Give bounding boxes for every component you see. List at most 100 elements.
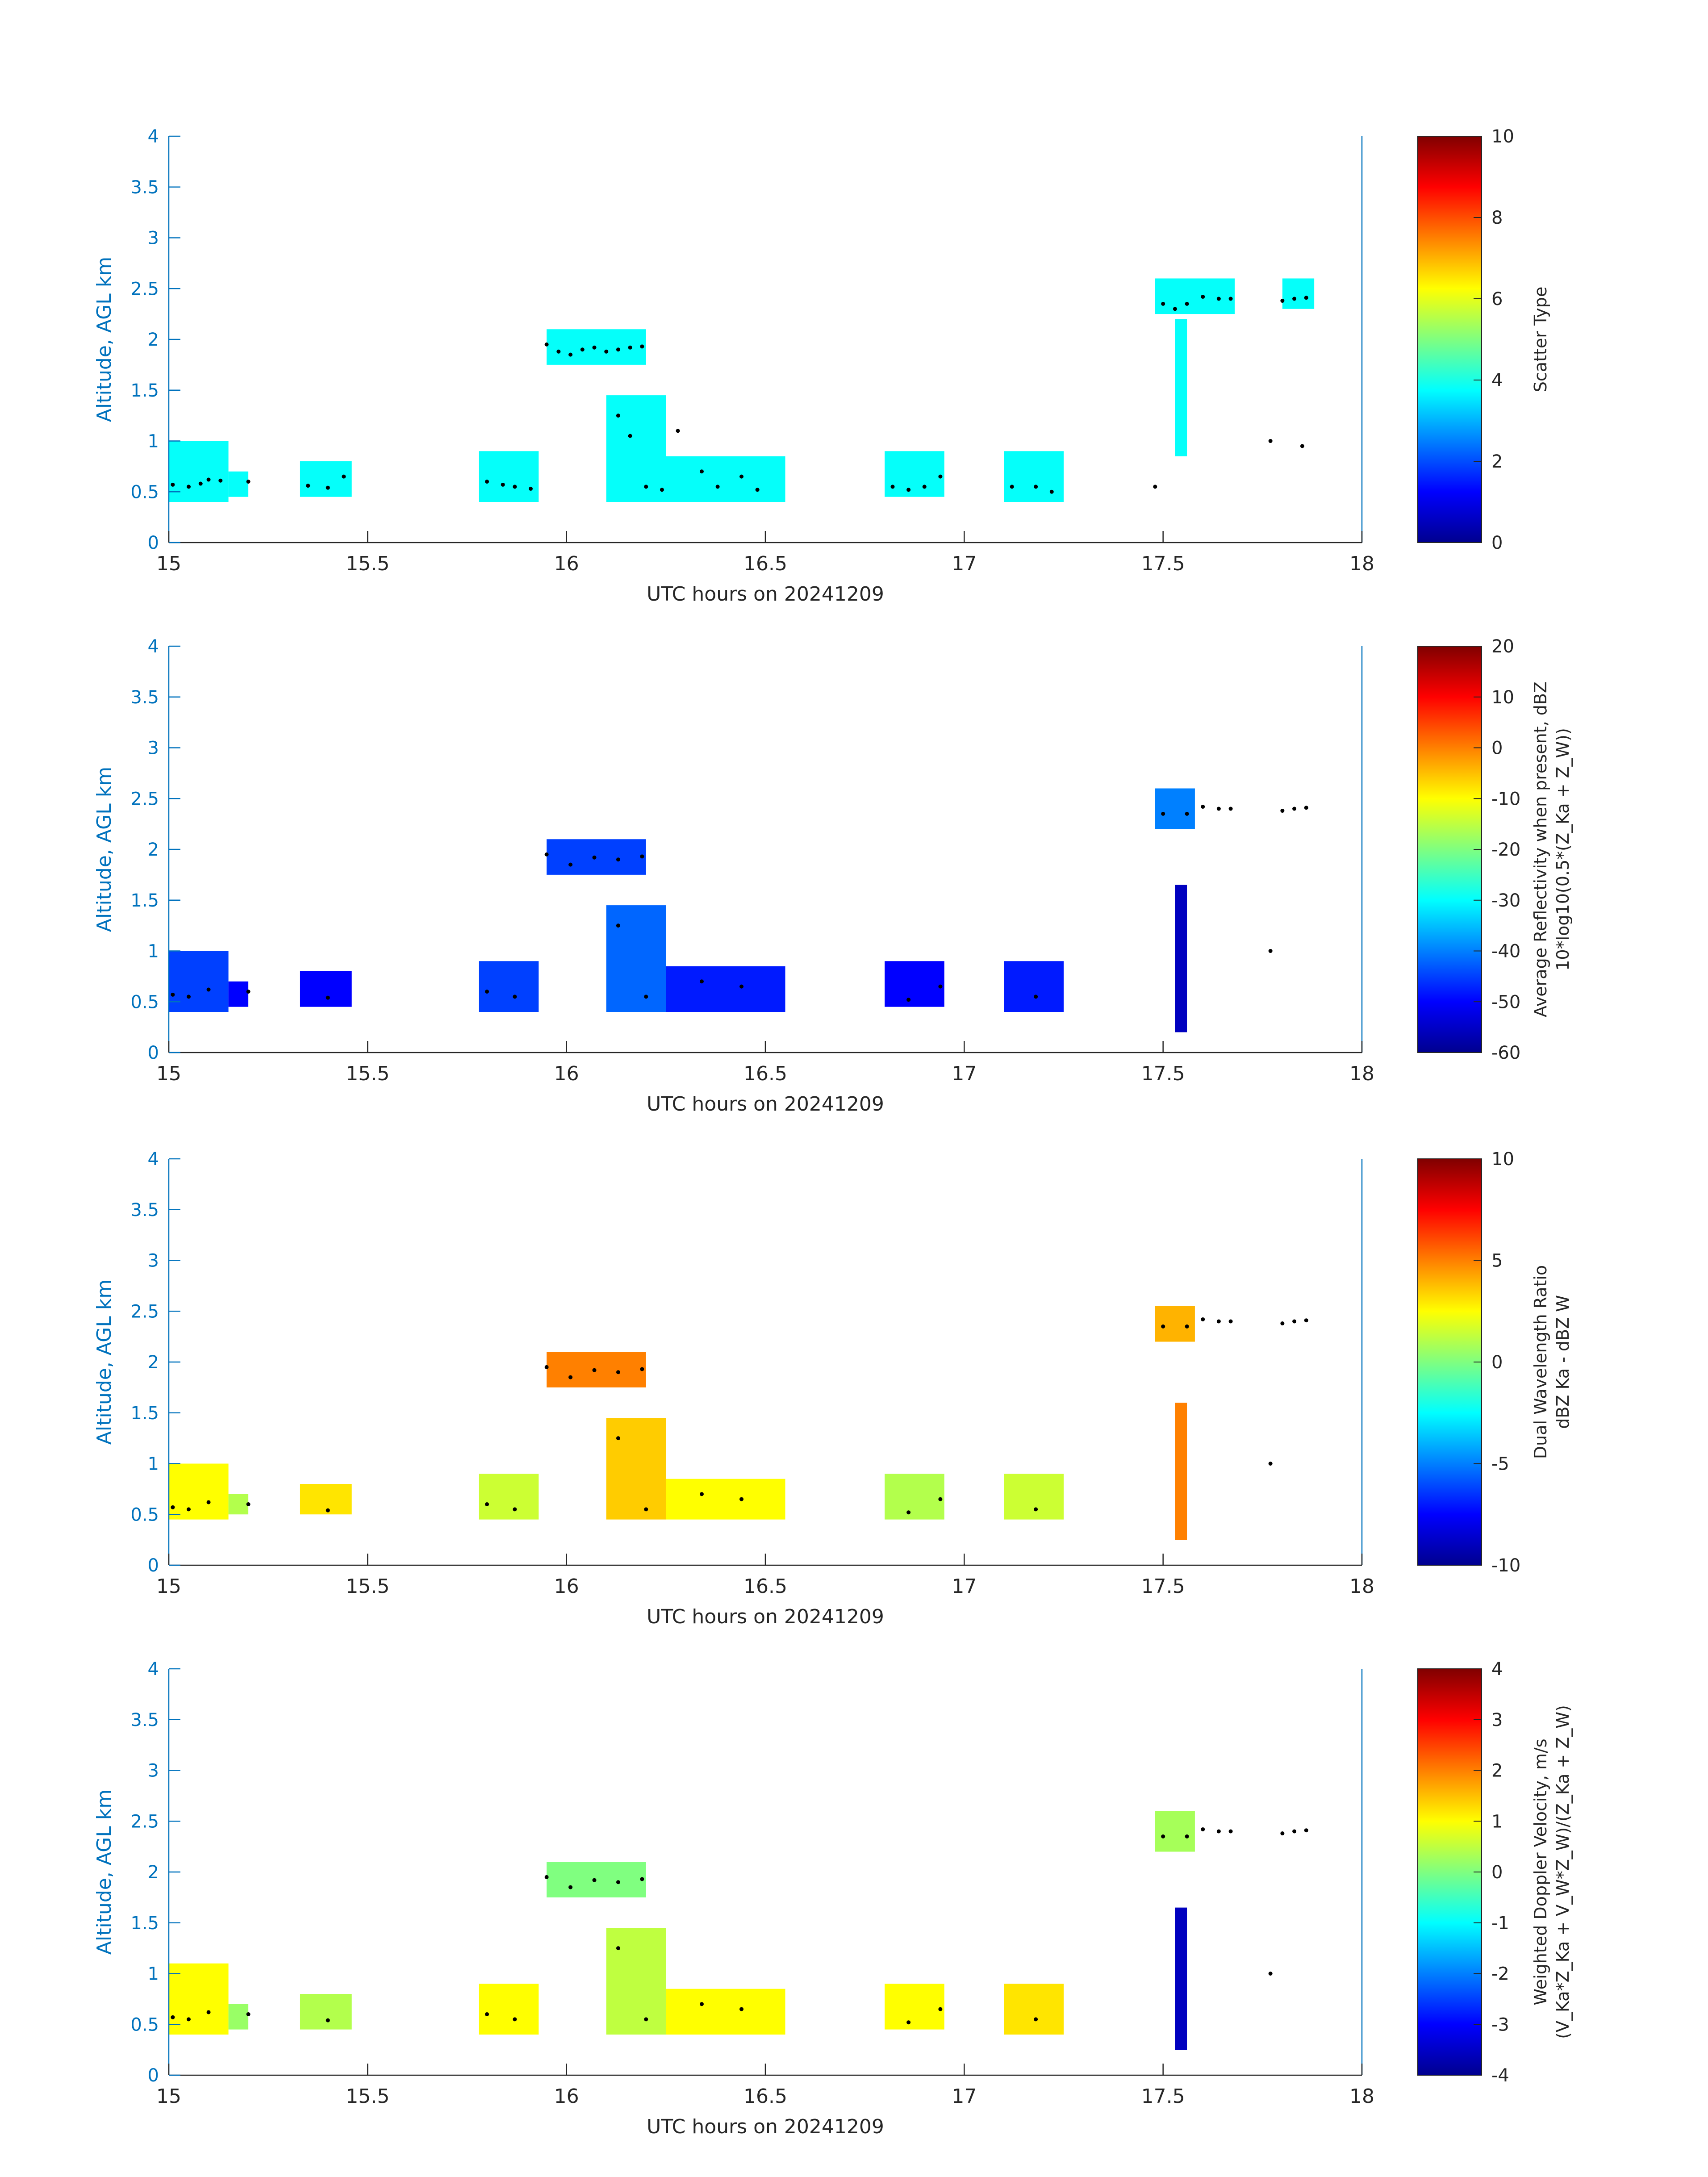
cloud-top-dot xyxy=(544,342,549,347)
colorbar-tick-label: 6 xyxy=(1491,289,1503,309)
cloud-top-dot xyxy=(1228,806,1233,811)
cloud-top-dot xyxy=(1228,1319,1233,1324)
x-tick-label: 18 xyxy=(1349,1575,1374,1598)
cloud-top-dot xyxy=(699,469,704,474)
cloud-top-dot xyxy=(1280,299,1285,303)
y-tick-label: 2 xyxy=(148,1862,159,1883)
y-tick-label: 0 xyxy=(148,1555,159,1576)
cloud-top-dot xyxy=(592,855,597,860)
x-tick-label: 18 xyxy=(1349,1062,1374,1085)
cloud-top-dot xyxy=(616,923,620,928)
cloud-top-dot xyxy=(755,488,760,492)
cloud-top-dot xyxy=(1049,489,1054,494)
colorbar-tick-label: -10 xyxy=(1491,789,1520,809)
y-tick-label: 2 xyxy=(148,330,159,350)
heatmap-cell xyxy=(1155,278,1235,314)
colorbar-tick-label: 0 xyxy=(1491,1862,1503,1883)
heatmap-cell xyxy=(1004,1984,1064,2035)
heatmap-cell xyxy=(666,1479,785,1520)
cloud-top-dot xyxy=(1201,1317,1205,1321)
cloud-top-dot xyxy=(1161,811,1165,816)
y-tick-label: 3 xyxy=(148,1761,159,1781)
x-tick-label: 15.5 xyxy=(346,2085,389,2108)
cloud-top-dot xyxy=(616,857,620,862)
panel-dual-wavelength-ratio: 0 0.5 1 1.5 2 2.5 3 3.5 4 15 15.5 16 16.5 17 17.5 18 UTC… xyxy=(93,1149,1573,1628)
colorbar-tick-label: 10 xyxy=(1491,126,1514,147)
cloud-top-dot xyxy=(485,1502,489,1506)
x-tick-label: 15 xyxy=(156,552,181,575)
cloud-top-dot xyxy=(1304,806,1308,810)
cloud-top-dot xyxy=(616,1370,620,1375)
x-tick-label: 17.5 xyxy=(1141,2085,1185,2108)
x-tick-label: 17 xyxy=(952,552,977,575)
colorbar-tick-label: 4 xyxy=(1491,1659,1503,1680)
cloud-top-dot xyxy=(592,1368,597,1372)
cloud-top-dot xyxy=(246,990,251,994)
x-tick-label: 16.5 xyxy=(743,552,787,575)
heatmap-cell xyxy=(1004,451,1064,502)
cloud-top-dot xyxy=(906,1510,911,1515)
cloud-top-dot xyxy=(1304,296,1308,300)
heatmap-cell xyxy=(1155,1811,1195,1852)
x-axis-label: UTC hours on 20241209 xyxy=(647,1093,884,1116)
cloud-top-dot xyxy=(171,992,175,997)
cloud-top-dot xyxy=(938,984,943,989)
colorbar-tick-label: -40 xyxy=(1491,941,1520,962)
y-tick-label: 2 xyxy=(148,1352,159,1373)
colorbar-tick-label: 10 xyxy=(1491,1149,1514,1170)
panel-scatter-type: 0 0.5 1 1.5 2 2.5 3 3.5 4 15 15.5 16 16.5 17 17.5 18 UTC… xyxy=(93,126,1550,606)
y-tick-label: 0.5 xyxy=(130,1504,159,1525)
heatmap-cell xyxy=(885,961,944,1007)
cloud-top-dot xyxy=(1034,994,1038,999)
cloud-top-dot xyxy=(906,488,911,492)
y-tick-label: 3.5 xyxy=(130,1200,159,1220)
cloud-top-dot xyxy=(306,484,310,488)
cloud-top-dot xyxy=(1216,297,1221,301)
colorbar-tick-label: 1 xyxy=(1491,1811,1503,1832)
y-tick-label: 3.5 xyxy=(130,687,159,708)
x-tick-label: 16 xyxy=(554,1062,579,1085)
y-tick-label: 2 xyxy=(148,840,159,860)
heatmap-cell xyxy=(479,961,539,1012)
y-tick-label: 4 xyxy=(148,1659,159,1680)
y-tick-label: 4 xyxy=(148,636,159,657)
y-axis-label: Altitude, AGL km xyxy=(93,1789,116,1955)
x-tick-label: 17 xyxy=(952,2085,977,2108)
y-axis-label: Altitude, AGL km xyxy=(93,1279,116,1445)
heatmap-cell xyxy=(300,971,352,1007)
cloud-top-dot xyxy=(1292,1829,1297,1834)
colorbar-tick-label: -50 xyxy=(1491,992,1520,1012)
heatmap-cell xyxy=(1155,1306,1195,1342)
cloud-top-dot xyxy=(1304,1318,1308,1323)
cloud-top-dot xyxy=(1185,1324,1189,1329)
heatmap-cell xyxy=(1282,278,1315,309)
colorbar-label: Scatter Type xyxy=(1531,287,1550,392)
cloud-top-dot xyxy=(1216,1319,1221,1324)
y-axis-label: Altitude, AGL km xyxy=(93,767,116,932)
cloud-top-dot xyxy=(699,1492,704,1496)
cloud-top-dot xyxy=(513,2017,517,2022)
y-tick-label: 2.5 xyxy=(130,789,159,809)
cloud-top-dot xyxy=(1268,1462,1273,1466)
x-axis-label: UTC hours on 20241209 xyxy=(647,583,884,606)
cloud-top-dot xyxy=(628,345,632,350)
cloud-top-dot xyxy=(1300,444,1304,448)
cloud-top-dot xyxy=(513,1507,517,1512)
heatmap-cell xyxy=(228,981,249,1007)
cloud-top-dot xyxy=(513,485,517,489)
colorbar xyxy=(1417,646,1482,1053)
heatmap-cell xyxy=(479,1984,539,2035)
x-tick-label: 16 xyxy=(554,552,579,575)
cloud-top-dot xyxy=(1185,811,1189,816)
y-tick-label: 4 xyxy=(148,126,159,147)
cloud-top-dot xyxy=(544,852,549,857)
x-tick-label: 16.5 xyxy=(743,2085,787,2108)
colorbar-tick-label: -2 xyxy=(1491,1964,1509,1985)
cloud-top-dot xyxy=(544,1875,549,1879)
cloud-top-dot xyxy=(640,1877,644,1881)
x-tick-label: 15.5 xyxy=(346,1575,389,1598)
cloud-top-dot xyxy=(660,488,664,492)
heatmap-cell xyxy=(606,395,666,502)
y-tick-label: 3.5 xyxy=(130,1710,159,1730)
cloud-top-dot xyxy=(342,474,346,479)
